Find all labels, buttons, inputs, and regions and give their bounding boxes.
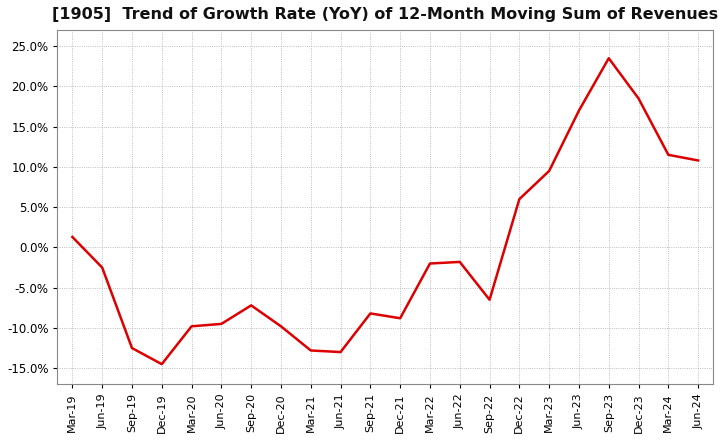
Title: [1905]  Trend of Growth Rate (YoY) of 12-Month Moving Sum of Revenues: [1905] Trend of Growth Rate (YoY) of 12-… [53, 7, 719, 22]
